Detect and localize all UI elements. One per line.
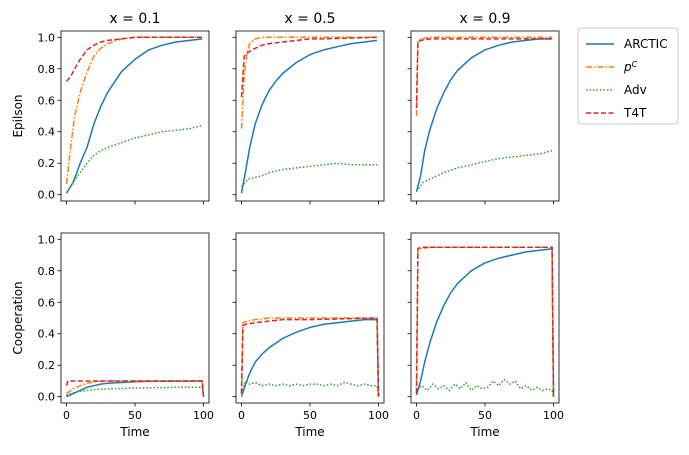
series-line-adv	[415, 149, 553, 193]
series-line-t4t	[65, 36, 203, 82]
series-line-p-c	[240, 36, 378, 129]
legend-label: Adv	[624, 83, 647, 97]
x-tick-label: 100	[543, 409, 564, 422]
series-line-arctic	[415, 38, 553, 192]
series-line-adv	[240, 162, 378, 188]
series-line-adv	[65, 124, 203, 194]
legend-box	[577, 27, 679, 125]
y-tick-label: 0.0	[38, 391, 56, 404]
x-tick-label: 50	[128, 409, 142, 422]
panel-frame	[410, 30, 560, 202]
series-line-p-c	[240, 317, 380, 397]
series-line-adv	[416, 378, 555, 397]
y-tick-label: 1.0	[38, 233, 56, 246]
series-line-arctic	[240, 318, 380, 397]
panel-series	[415, 246, 555, 397]
x-tick-label: 100	[368, 409, 389, 422]
y-tick-label: 1.0	[38, 31, 56, 44]
legend-label: ARCTIC	[624, 37, 668, 51]
x-tick-label: 0	[238, 409, 245, 422]
x-tick-label: 50	[303, 409, 317, 422]
x-tick-label: 100	[193, 409, 214, 422]
y-tick-label: 0.2	[38, 157, 56, 170]
x-tick-label: 50	[478, 409, 492, 422]
panel-series	[240, 317, 380, 397]
panel-series	[65, 380, 205, 398]
panel-title: x = 0.1	[109, 11, 160, 27]
x-axis-label: Time	[119, 425, 149, 439]
y-axis-label: Cooperation	[11, 281, 25, 354]
series-line-t4t	[415, 38, 553, 109]
panel-title: x = 0.9	[459, 11, 510, 27]
panel-series	[240, 36, 378, 194]
legend: ARCTIC pC Adv T4T	[577, 27, 679, 125]
x-axis-label: Time	[294, 425, 324, 439]
panel-r1-c0: 0.0 0.2 0.4 0.6 0.8 1.0 0 50 100 Time Cooperation	[11, 232, 214, 439]
panel-r1-c1: 0 50 100 Time	[232, 232, 389, 439]
y-tick-label: 0.0	[38, 189, 56, 202]
y-tick-label: 0.6	[38, 296, 56, 309]
series-line-t4t	[65, 380, 205, 397]
y-axis-label: Epilson	[11, 94, 25, 137]
series-line-p-c	[66, 380, 205, 397]
y-tick-label: 0.4	[38, 126, 56, 139]
series-line-t4t	[240, 36, 378, 98]
legend-label: pC	[623, 60, 638, 75]
series-line-p-c	[415, 36, 553, 117]
panel-title: x = 0.5	[284, 11, 335, 27]
x-tick-label: 0	[63, 409, 70, 422]
series-line-arctic	[415, 247, 555, 397]
series-line-arctic	[65, 38, 203, 194]
y-tick-label: 0.2	[38, 359, 56, 372]
panel-r1-c2: 0 50 100 Time	[407, 232, 564, 439]
y-tick-label: 0.8	[38, 63, 56, 76]
series-line-arctic	[240, 39, 378, 194]
panel-series	[415, 36, 553, 193]
series-line-t4t	[415, 246, 555, 397]
panel-frame	[60, 30, 210, 202]
series-line-adv	[66, 386, 205, 397]
panel-r0-c0: 0.0 0.2 0.4 0.6 0.8 1.0 x = 0.1 Epilson	[11, 11, 210, 205]
x-axis-label: Time	[469, 425, 499, 439]
series-line-adv	[240, 380, 380, 397]
panel-r0-c1: x = 0.5	[232, 11, 385, 205]
panel-r0-c2: x = 0.9	[407, 11, 560, 205]
y-tick-label: 0.6	[38, 94, 56, 107]
x-tick-label: 0	[413, 409, 420, 422]
series-line-t4t	[240, 317, 380, 397]
legend-label: T4T	[623, 106, 647, 120]
y-tick-label: 0.4	[38, 328, 56, 341]
panel-series	[65, 36, 203, 194]
y-tick-label: 0.8	[38, 265, 56, 278]
panel-frame	[410, 232, 560, 404]
panel-frame	[60, 232, 210, 404]
